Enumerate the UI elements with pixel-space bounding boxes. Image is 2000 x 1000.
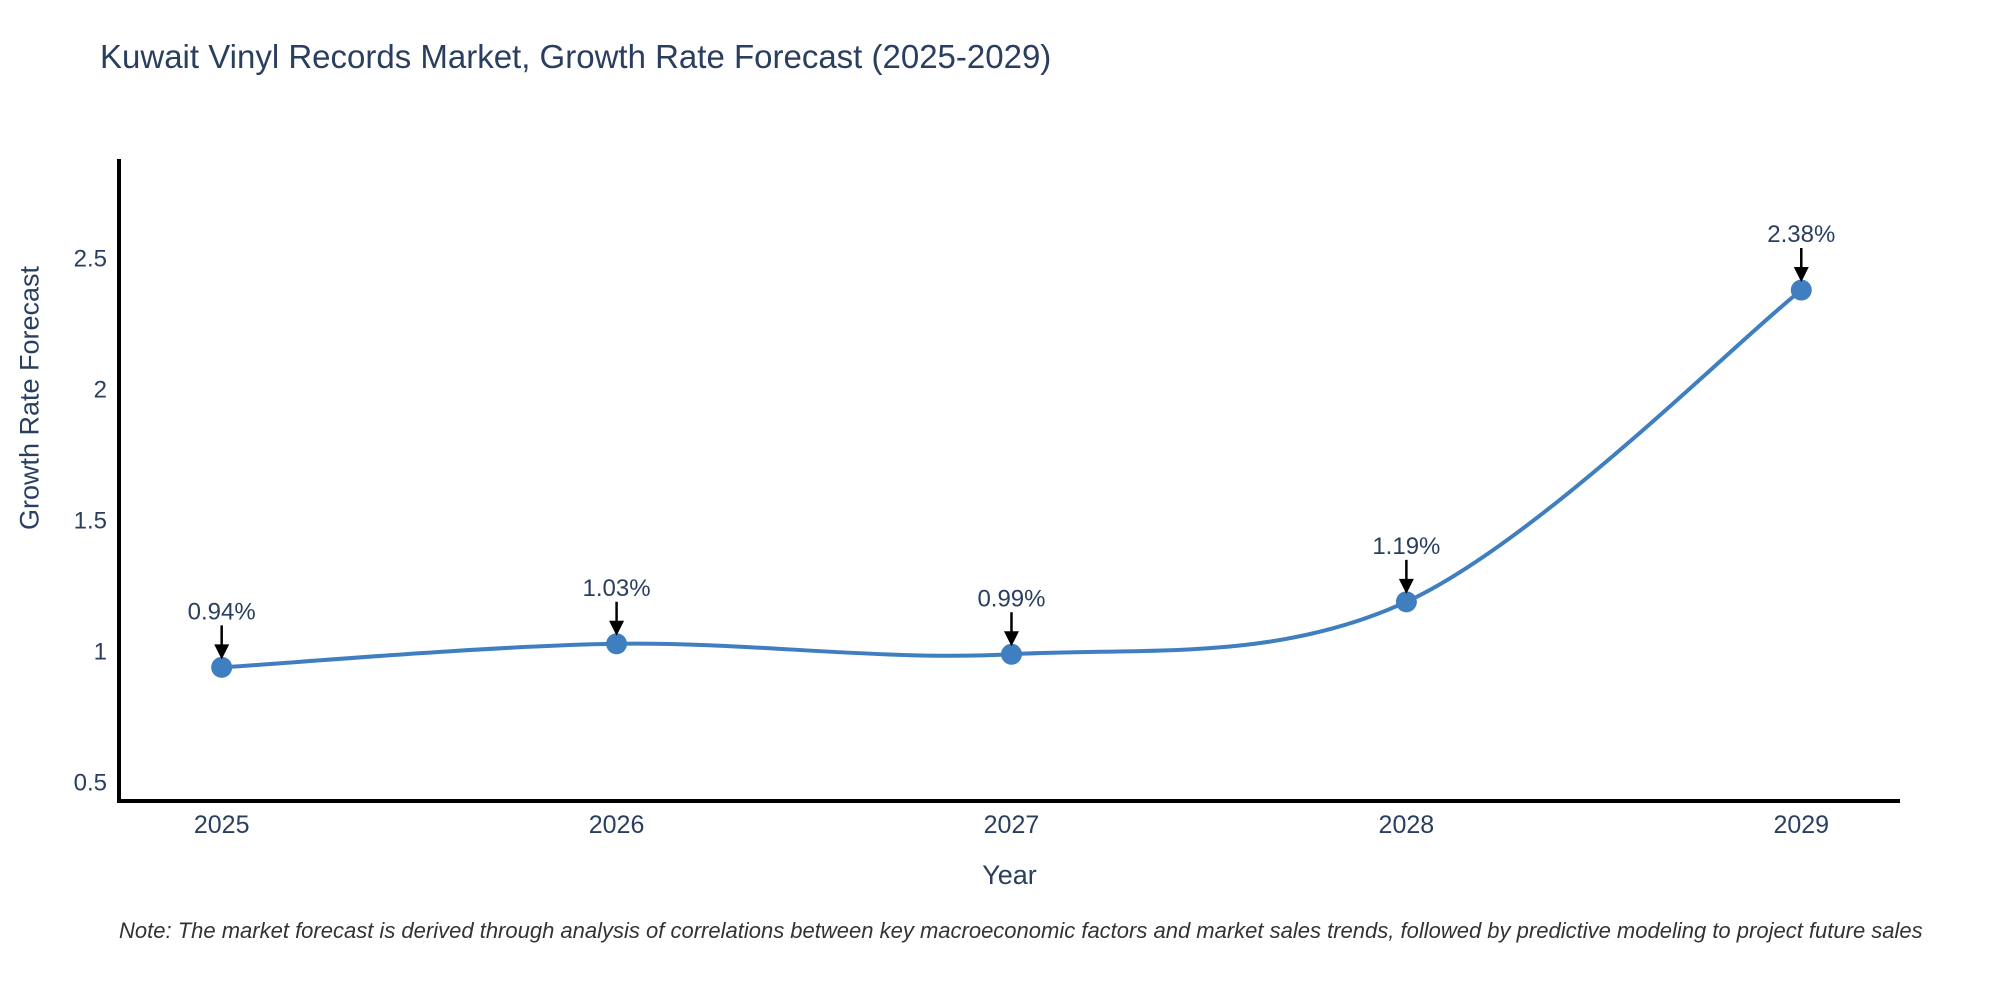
data-point-2027[interactable] xyxy=(1000,643,1022,665)
data-point-2026[interactable] xyxy=(606,633,628,655)
annotation-label-2026: 1.03% xyxy=(583,575,651,602)
annotation-label-2029: 2.38% xyxy=(1767,221,1835,248)
x-tick-label-2029: 2029 xyxy=(1773,811,1829,839)
annotation-label-2025: 0.94% xyxy=(188,598,256,625)
annotation-arrowhead-icon xyxy=(214,644,230,660)
x-axis-title: Year xyxy=(982,860,1037,890)
y-tick-label-1: 1 xyxy=(94,639,107,666)
annotation-label-2027: 0.99% xyxy=(977,585,1045,612)
annotation-arrowhead-icon xyxy=(609,620,625,636)
annotation-arrowhead-icon xyxy=(1003,631,1019,647)
axis-spines xyxy=(117,159,1900,803)
x-tick-label-2027: 2027 xyxy=(984,811,1040,839)
forecast-line xyxy=(219,288,1804,670)
y-tick-label-2: 2 xyxy=(94,377,107,404)
annotation-arrowhead-icon xyxy=(1793,267,1809,283)
y-tick-label-1.5: 1.5 xyxy=(74,508,107,535)
y-tick-label-0.5: 0.5 xyxy=(74,770,107,797)
annotation-arrowhead-icon xyxy=(1398,578,1414,594)
footnote: Note: The market forecast is derived thr… xyxy=(119,918,1923,943)
y-axis-title: Growth Rate Forecast xyxy=(14,265,45,531)
data-point-2025[interactable] xyxy=(211,656,233,678)
x-tick-label-2025: 2025 xyxy=(194,811,250,839)
annotation-label-2028: 1.19% xyxy=(1372,533,1440,560)
x-tick-label-2026: 2026 xyxy=(589,811,645,839)
x-tick-label-2028: 2028 xyxy=(1379,811,1435,839)
y-tick-label-2.5: 2.5 xyxy=(74,246,107,273)
data-point-2028[interactable] xyxy=(1395,591,1417,613)
chart-title: Kuwait Vinyl Records Market, Growth Rate… xyxy=(100,38,1052,75)
data-point-2029[interactable] xyxy=(1790,279,1812,301)
